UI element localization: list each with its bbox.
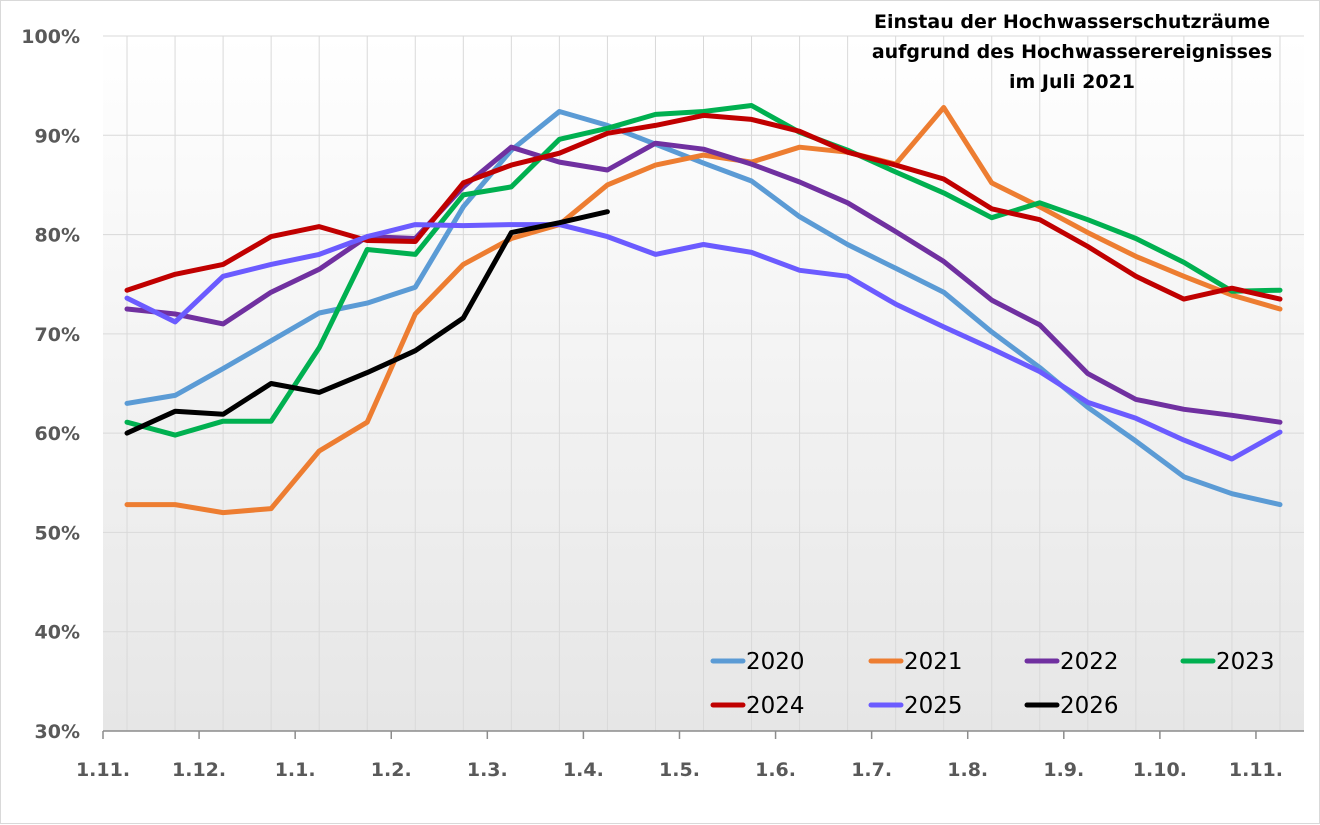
legend-label-2026: 2026 [1060, 693, 1119, 719]
x-tick-label: 1.6. [755, 759, 796, 781]
y-tick-label: 100% [21, 26, 80, 48]
axes: 30% 40% 50% 60% 70% 80% 90% 100% 1.11. 1.12. 1.1. 1… [21, 26, 1304, 781]
x-tick-label: 1.12. [172, 759, 226, 781]
chart-title-line: aufgrund des Hochwasserereignisses [872, 41, 1272, 63]
x-tick-label: 1.3. [467, 759, 508, 781]
legend-label-2023: 2023 [1216, 649, 1275, 675]
x-tick-label: 1.4. [563, 759, 604, 781]
x-tick-label: 1.1. [275, 759, 316, 781]
x-tick-label: 1.10. [1133, 759, 1187, 781]
series-line-2026 [124, 209, 610, 436]
legend-label-2022: 2022 [1060, 649, 1119, 675]
y-tick-label: 70% [35, 324, 80, 346]
series-line-2024 [124, 112, 1283, 302]
x-tick-label: 1.5. [659, 759, 700, 781]
series-lines [124, 103, 1283, 516]
x-tick-label: 1.7. [851, 759, 892, 781]
series-line-2025 [124, 222, 1283, 462]
y-tick-label: 50% [35, 522, 80, 544]
y-tick-label: 40% [35, 622, 80, 644]
legend-label-2025: 2025 [904, 693, 963, 719]
series-line-2023 [124, 103, 1283, 438]
x-tick-label: 1.11. [1229, 759, 1283, 781]
series-line-2021 [124, 105, 1283, 516]
legend-label-2021: 2021 [904, 649, 963, 675]
chart-title: Einstau der Hochwasserschutzräume aufgrun… [872, 11, 1272, 93]
x-tick-label: 1.8. [947, 759, 988, 781]
y-tick-label: 30% [35, 721, 80, 743]
legend-label-2020: 2020 [746, 649, 805, 675]
y-tick-label: 80% [35, 225, 80, 247]
series-line-2022 [124, 140, 1283, 425]
chart-title-line: im Juli 2021 [1009, 71, 1135, 93]
legend-label-2024: 2024 [746, 693, 805, 719]
legend: 2020 2021 2022 2023 2024 2025 2026 [710, 649, 1275, 719]
x-tick-label: 1.9. [1043, 759, 1084, 781]
y-tick-label: 90% [35, 125, 80, 147]
y-tick-label: 60% [35, 423, 80, 445]
x-tick-label: 1.2. [371, 759, 412, 781]
chart-title-line: Einstau der Hochwasserschutzräume [874, 11, 1270, 33]
x-tick-label: 1.11. [76, 759, 130, 781]
series-line-2020 [124, 109, 1283, 508]
